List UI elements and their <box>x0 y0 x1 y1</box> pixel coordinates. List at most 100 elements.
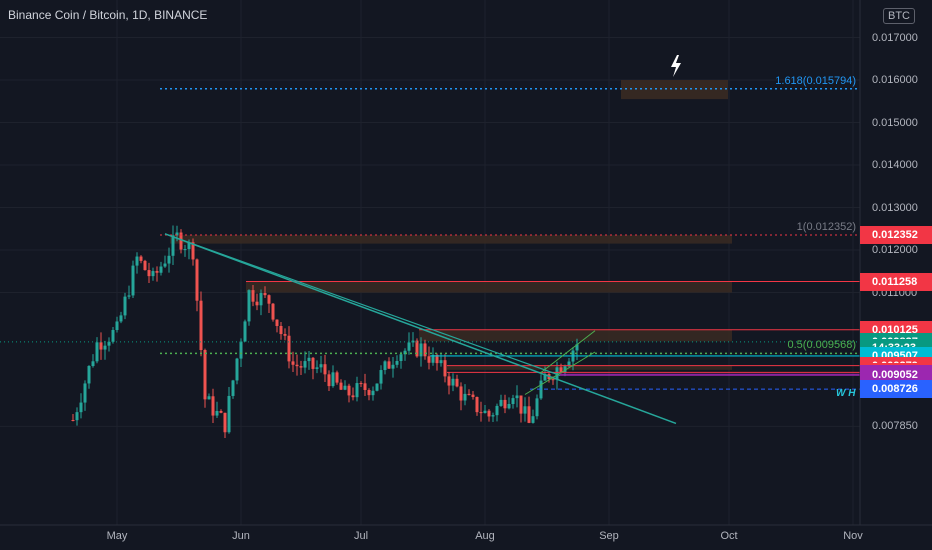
candle-body <box>75 412 79 421</box>
candle-body <box>407 342 411 351</box>
candle-body <box>575 344 579 351</box>
candle-body <box>199 300 203 351</box>
candle-body <box>335 372 339 383</box>
supply-zones <box>170 80 732 370</box>
candle-body <box>519 395 523 414</box>
candle-body <box>155 271 159 273</box>
candle-body <box>115 321 119 331</box>
chart-title: Binance Coin / Bitcoin, 1D, BINANCE <box>8 8 208 22</box>
candle-body <box>359 383 363 385</box>
drawings <box>0 88 860 425</box>
candle-body <box>299 366 303 368</box>
time-tick-label: May <box>106 530 128 542</box>
candle-body <box>315 367 319 369</box>
candle-body <box>427 356 431 363</box>
fib-label: 0.5(0.009568) <box>787 339 857 352</box>
candle-body <box>303 361 307 368</box>
candle-body <box>467 393 471 395</box>
candle-body <box>463 393 467 401</box>
candle-body <box>347 385 351 396</box>
candle-body <box>403 350 407 355</box>
candle-body <box>127 295 131 297</box>
candle-body <box>111 330 115 342</box>
candle-body <box>227 395 231 433</box>
candle-body <box>71 420 75 421</box>
time-tick-label: Sep <box>599 530 619 542</box>
candle-body <box>435 354 439 364</box>
candle-body <box>499 399 503 406</box>
candle-body <box>259 293 263 306</box>
candle-body <box>471 394 475 397</box>
candle-body <box>375 383 379 391</box>
candle-body <box>455 378 459 387</box>
target-zone <box>621 80 728 100</box>
candle-body <box>151 271 155 277</box>
candle-body <box>439 360 443 364</box>
candles <box>71 225 579 438</box>
candle-body <box>311 357 315 369</box>
candle-body <box>195 259 199 301</box>
time-tick-label: Nov <box>843 530 863 542</box>
candle-body <box>451 378 455 386</box>
price-badge: 0.011258 <box>860 272 932 291</box>
time-tick-label: Jul <box>353 530 369 542</box>
candle-body <box>271 303 275 320</box>
candle-body <box>523 406 527 414</box>
candle-body <box>191 242 195 260</box>
candle-body <box>287 335 291 362</box>
candle-body <box>163 263 167 267</box>
candle-body <box>531 416 535 423</box>
candle-body <box>515 395 519 399</box>
candle-body <box>319 364 323 368</box>
candle-body <box>263 293 267 296</box>
currency-button[interactable]: BTC <box>883 8 915 24</box>
candle-body <box>491 415 495 417</box>
price-badge: 0.009052 <box>860 366 932 385</box>
candle-body <box>351 395 355 398</box>
price-tick-label: 0.013000 <box>872 201 918 214</box>
candle-body <box>275 319 279 326</box>
candle-body <box>87 365 91 384</box>
candle-body <box>391 364 395 369</box>
candle-body <box>563 366 567 373</box>
candle-body <box>355 383 359 398</box>
supply-zone <box>447 365 732 370</box>
price-badge: 0.012352 <box>860 226 932 245</box>
candle-body <box>367 390 371 396</box>
candle-body <box>139 256 143 261</box>
candle-body <box>487 410 491 417</box>
channel-line <box>539 330 596 374</box>
candle-body <box>323 364 327 375</box>
candle-body <box>187 242 191 250</box>
price-tick-label: 0.017000 <box>872 31 918 44</box>
candle-body <box>279 325 283 335</box>
supply-zone <box>246 281 732 293</box>
candle-body <box>459 386 463 401</box>
price-tick-label: 0.016000 <box>872 74 918 86</box>
candle-body <box>167 255 171 264</box>
candle-body <box>131 265 135 296</box>
candle-body <box>267 295 271 304</box>
supply-zone <box>419 329 732 342</box>
candle-body <box>307 357 311 362</box>
candle-body <box>343 385 347 390</box>
candle-body <box>495 405 499 416</box>
candle-body <box>203 350 207 400</box>
lightning-icon <box>671 55 681 77</box>
candle-body <box>123 296 127 316</box>
supply-zone <box>170 235 732 244</box>
candle-body <box>363 383 367 391</box>
candle-body <box>295 364 299 367</box>
candle-body <box>483 410 487 414</box>
candle-body <box>231 380 235 396</box>
candle-body <box>183 249 187 251</box>
candle-body <box>479 412 483 414</box>
candle-body <box>551 379 555 381</box>
candle-body <box>543 374 547 381</box>
candle-body <box>379 370 383 384</box>
candle-body <box>399 354 403 362</box>
time-tick-label: Jun <box>232 530 250 542</box>
candle-body <box>283 334 287 336</box>
